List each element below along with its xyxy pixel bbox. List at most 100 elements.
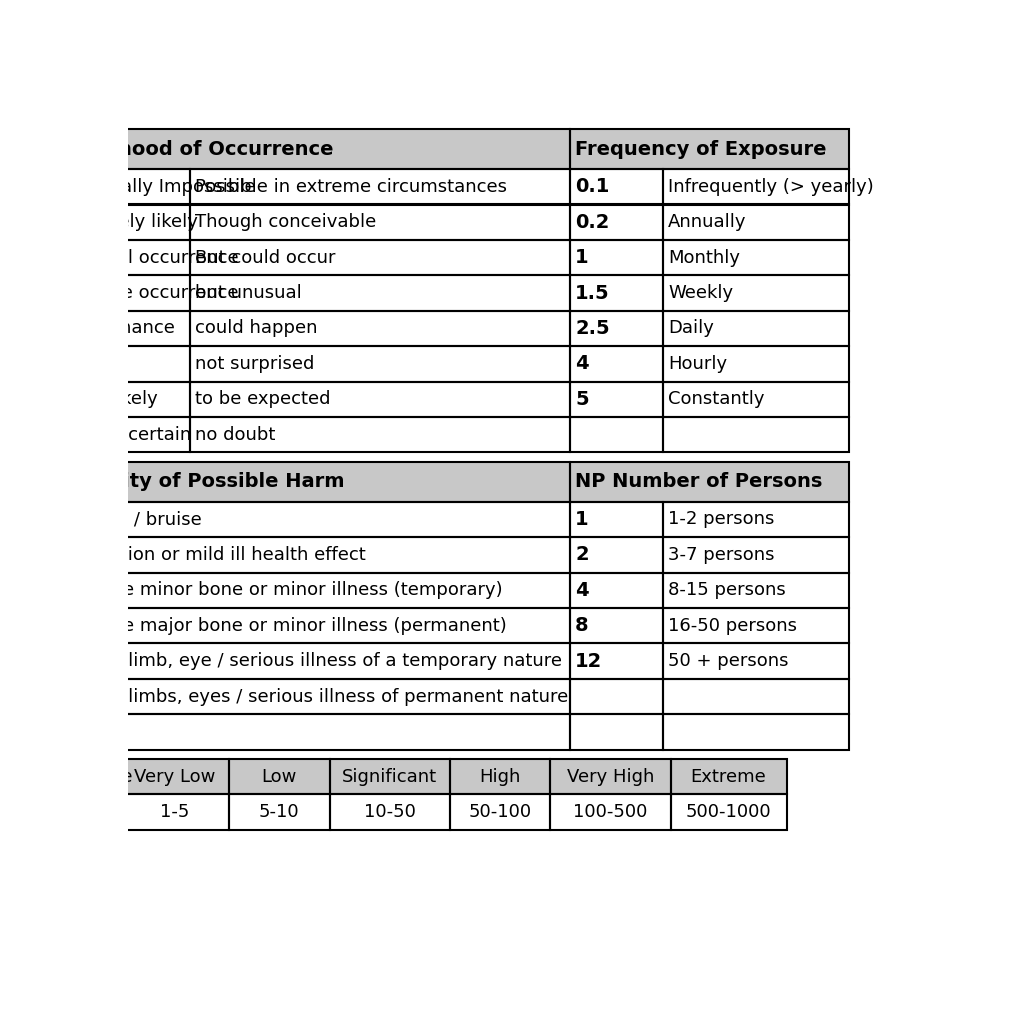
Bar: [663, 169, 849, 205]
Text: Fracture major bone or minor illness (permanent): Fracture major bone or minor illness (pe…: [59, 616, 507, 635]
Bar: [569, 715, 663, 750]
Text: NP Number of Persons: NP Number of Persons: [575, 472, 822, 492]
Bar: [450, 795, 550, 829]
Bar: [569, 240, 663, 275]
Bar: [663, 608, 849, 643]
Bar: [550, 795, 671, 829]
Text: Practically Impossible: Practically Impossible: [59, 178, 255, 196]
Text: Very Likely: Very Likely: [59, 390, 158, 409]
Bar: [190, 382, 569, 417]
Bar: [54, 715, 569, 750]
Text: but unusual: but unusual: [196, 284, 302, 302]
Bar: [54, 502, 569, 538]
Text: 8-15 persons: 8-15 persons: [669, 582, 786, 599]
Bar: [569, 275, 663, 310]
Bar: [663, 310, 849, 346]
Bar: [569, 572, 663, 608]
Bar: [663, 205, 849, 240]
Bar: [190, 346, 569, 382]
Bar: [569, 417, 663, 453]
Bar: [190, 275, 569, 310]
Text: Frequency of Exposure: Frequency of Exposure: [575, 139, 826, 159]
Text: 1-2 persons: 1-2 persons: [669, 510, 774, 528]
Bar: [569, 462, 849, 502]
Bar: [54, 679, 569, 715]
Bar: [54, 715, 569, 750]
Bar: [54, 643, 569, 679]
Text: Weekly: Weekly: [669, 284, 733, 302]
Bar: [569, 382, 663, 417]
Text: 1.5: 1.5: [575, 284, 610, 302]
Bar: [190, 382, 569, 417]
Text: 1: 1: [575, 510, 589, 529]
Bar: [569, 310, 663, 346]
Text: Infrequently (> yearly): Infrequently (> yearly): [669, 178, 873, 196]
Text: <1: <1: [74, 803, 100, 821]
Bar: [663, 643, 849, 679]
Text: Annually: Annually: [669, 213, 746, 231]
Bar: [569, 310, 663, 346]
Bar: [569, 643, 663, 679]
Bar: [663, 538, 849, 572]
Text: Extreme: Extreme: [691, 768, 767, 785]
Text: 1-5: 1-5: [160, 803, 189, 821]
Bar: [550, 759, 671, 795]
Bar: [330, 795, 450, 829]
Bar: [450, 759, 550, 795]
Bar: [54, 275, 190, 310]
Bar: [663, 715, 849, 750]
Text: Likelihood of Occurrence: Likelihood of Occurrence: [59, 139, 333, 159]
Bar: [190, 417, 569, 453]
Bar: [569, 608, 663, 643]
Text: 4: 4: [575, 354, 589, 374]
Text: Even chance: Even chance: [59, 319, 175, 338]
Bar: [54, 759, 120, 795]
Bar: [569, 572, 663, 608]
Bar: [120, 795, 228, 829]
Bar: [663, 275, 849, 310]
Bar: [54, 310, 190, 346]
Text: 5-10: 5-10: [259, 803, 299, 821]
Text: Possible occurrence: Possible occurrence: [59, 284, 239, 302]
Bar: [550, 759, 671, 795]
Bar: [569, 502, 663, 538]
Text: 12: 12: [575, 651, 602, 671]
Bar: [569, 275, 663, 310]
Text: High: High: [479, 768, 520, 785]
Bar: [663, 643, 849, 679]
Text: Low: Low: [261, 768, 297, 785]
Bar: [569, 346, 663, 382]
Bar: [228, 795, 330, 829]
Text: 50-100: 50-100: [468, 803, 531, 821]
Bar: [569, 240, 663, 275]
Text: 0.2: 0.2: [575, 213, 609, 231]
Bar: [54, 382, 190, 417]
Bar: [190, 240, 569, 275]
Bar: [54, 205, 190, 240]
Bar: [54, 240, 190, 275]
Bar: [663, 715, 849, 750]
Text: Loss of limbs, eyes / serious illness of permanent nature: Loss of limbs, eyes / serious illness of…: [59, 687, 568, 706]
Bar: [228, 759, 330, 795]
Bar: [663, 417, 849, 453]
Text: 10-50: 10-50: [364, 803, 416, 821]
Text: Likely: Likely: [59, 355, 112, 373]
Bar: [54, 795, 120, 829]
Bar: [54, 572, 569, 608]
Bar: [663, 608, 849, 643]
Bar: [663, 572, 849, 608]
Bar: [663, 205, 849, 240]
Bar: [190, 417, 569, 453]
Text: 500-1000: 500-1000: [686, 803, 771, 821]
Text: Very Low: Very Low: [134, 768, 215, 785]
Text: Negligible: Negligible: [42, 768, 132, 785]
Bar: [569, 538, 663, 572]
Bar: [663, 382, 849, 417]
Text: Hourly: Hourly: [669, 355, 727, 373]
Bar: [54, 346, 190, 382]
Bar: [228, 795, 330, 829]
Text: to be expected: to be expected: [196, 390, 331, 409]
Bar: [54, 169, 190, 205]
Text: Severity of Possible Harm: Severity of Possible Harm: [59, 472, 344, 492]
Text: 50 + persons: 50 + persons: [669, 652, 788, 670]
